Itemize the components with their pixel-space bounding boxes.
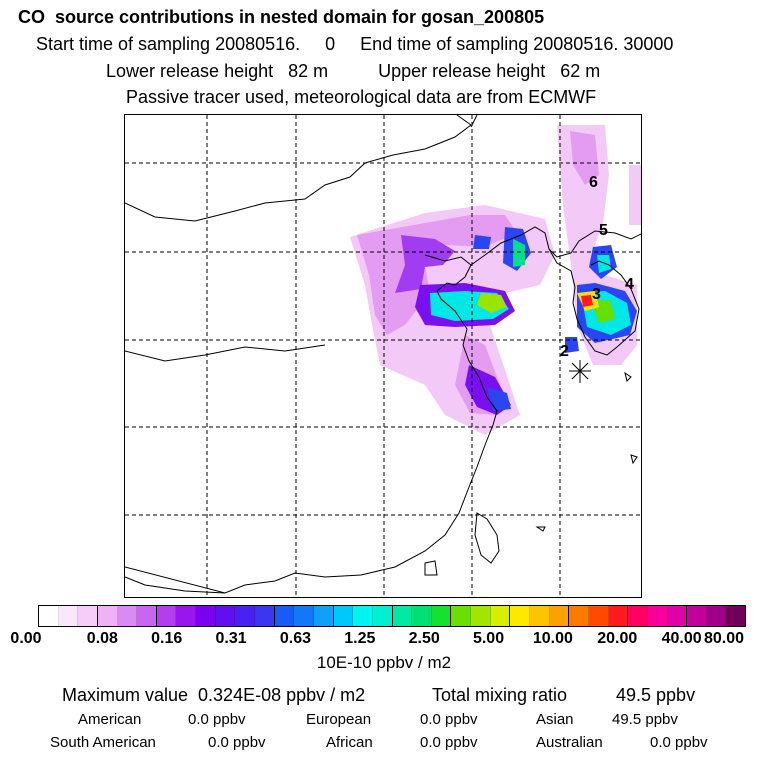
color-scale-swatch [569, 606, 589, 626]
color-scale-tick-label: 0.08 [86, 630, 118, 647]
color-scale-swatch [78, 606, 98, 626]
plot-title: CO source contributions in nested domain… [18, 7, 545, 27]
color-scale-tick-label: 1.25 [344, 630, 376, 647]
station-label-3: 3 [592, 286, 601, 303]
color-scale-tick-label: 5.00 [472, 630, 505, 647]
sampling-time-line: Start time of sampling 20080516. 0 End t… [36, 34, 674, 54]
color-scale-bar [38, 605, 746, 627]
color-scale-swatch [235, 606, 256, 626]
map-panel: 6 5 4 3 2 [124, 114, 642, 598]
color-scale-tick-label: 10.00 [532, 630, 573, 647]
total-mixing-label: Total mixing ratio [432, 685, 568, 705]
color-scale-swatch [137, 606, 157, 626]
color-scale-swatch [687, 606, 707, 626]
region-name-south-american: South American [50, 734, 156, 751]
color-scale-swatch [97, 606, 118, 626]
color-scale-tick-label: 2.50 [408, 630, 440, 647]
color-scale-swatch [313, 606, 334, 626]
region-value-south-american: 0.0 ppbv [208, 734, 266, 751]
color-scale-swatch [667, 606, 688, 626]
color-scale-swatch [706, 606, 727, 626]
color-scale-tick-label: 0.63 [279, 630, 312, 647]
color-scale-swatch [39, 606, 59, 626]
region-name-asian: Asian [536, 711, 574, 728]
region-name-american: American [78, 711, 142, 728]
coastline-layer [125, 115, 641, 594]
station-label-4: 4 [625, 276, 634, 293]
color-scale-swatch [274, 606, 295, 626]
color-scale-swatch [333, 606, 354, 626]
station-label-2: 2 [560, 343, 569, 360]
color-scale-swatch [451, 606, 472, 626]
color-scale-swatch [117, 606, 138, 626]
map-canvas: 6 5 4 3 2 [125, 115, 641, 597]
station-label-6: 6 [589, 174, 598, 191]
region-name-european: European [306, 711, 372, 728]
color-scale-swatch [412, 606, 432, 626]
color-scale-swatch [549, 606, 570, 626]
color-scale-units: 10E-10 ppbv / m2 [316, 653, 452, 672]
color-scale-swatch [353, 606, 373, 626]
region-value-european: 0.0 ppbv [420, 711, 478, 728]
color-scale-swatch [392, 606, 413, 626]
lat-lon-grid [125, 115, 641, 597]
color-scale-swatch [176, 606, 197, 626]
region-value-australian: 0.0 ppbv [650, 734, 708, 751]
release-height-line: Lower release height 82 m Upper release … [106, 61, 601, 81]
color-scale-swatch [471, 606, 491, 626]
color-scale-tick-label: 40.00 [661, 630, 702, 647]
region-value-american: 0.0 ppbv [188, 711, 246, 728]
total-mixing-value: 49.5 ppbv [616, 685, 696, 705]
color-scale-swatch [255, 606, 275, 626]
plume-layer [350, 125, 641, 435]
station-label-5: 5 [599, 222, 608, 239]
color-scale-swatch [156, 606, 177, 626]
color-scale-swatch [58, 606, 79, 626]
color-scale-swatch [588, 606, 609, 626]
color-scale-swatch [294, 606, 314, 626]
region-name-australian: Australian [536, 734, 603, 751]
region-value-asian: 49.5 ppbv [612, 711, 678, 728]
color-scale-tick-label: 0.31 [215, 630, 247, 647]
color-scale-swatch [510, 606, 531, 626]
color-scale-tick-label: 20.00 [597, 630, 638, 647]
color-scale-swatch [726, 606, 746, 626]
color-scale-swatch [647, 606, 668, 626]
color-scale-swatch [372, 606, 393, 626]
color-scale-tick-label: 0.16 [151, 630, 183, 647]
color-scale-swatch [196, 606, 216, 626]
region-name-african: African [326, 734, 373, 751]
color-scale-swatch [431, 606, 452, 626]
color-scale-swatch [530, 606, 550, 626]
color-scale-tick-label: 80.00 [703, 630, 745, 647]
color-scale-swatch [215, 606, 236, 626]
color-scale-tick-label: 0.00 [10, 630, 42, 647]
color-scale-swatch [608, 606, 629, 626]
color-scale-swatch [490, 606, 511, 626]
maximum-value: Maximum value 0.324E-08 ppbv / m2 [62, 685, 366, 705]
region-value-african: 0.0 ppbv [420, 734, 478, 751]
color-scale-swatch [628, 606, 648, 626]
tracer-info-line: Passive tracer used, meteorological data… [126, 87, 597, 107]
receptor-star-icon [569, 360, 591, 383]
